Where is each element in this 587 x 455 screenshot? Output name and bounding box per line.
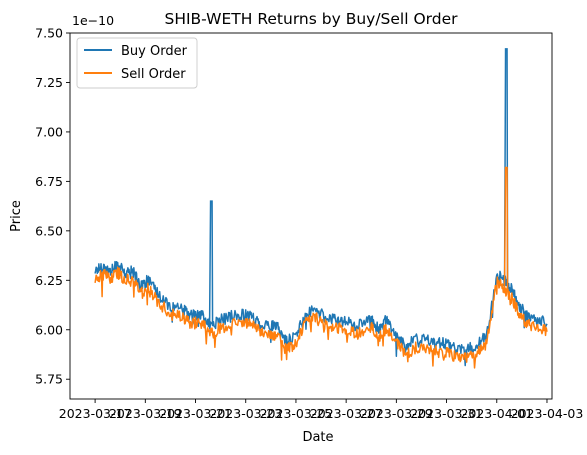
x-tick-label: 2023-03-25 [260,406,333,421]
x-tick-label: 2023-03-21 [159,406,232,421]
series-spike-0 [208,200,214,326]
y-tick-label: 7.50 [35,26,63,41]
y-tick-label: 6.25 [35,273,63,288]
x-tick-label: 2023-03-31 [410,406,483,421]
legend-label-sell: Sell Order [121,67,186,82]
y-axis: 5.75 6.00 6.25 6.50 6.75 7.00 7.25 7.50 [35,26,70,387]
x-tick-label: 2023-04-01 [460,406,533,421]
x-axis-label: Date [302,430,333,445]
plot-frame [69,32,553,400]
y-tick-label: 5.75 [35,372,63,387]
y-tick-label: 6.00 [35,322,63,337]
y-tick-label: 7.00 [35,124,63,139]
x-tick-label: 2023-03-17 [59,406,132,421]
series-layer [94,48,548,369]
series-spike-0 [503,48,509,282]
series-line-1 [94,266,548,369]
x-tick-label: 2023-03-29 [360,406,433,421]
x-tick-label: 2023-03-19 [109,406,182,421]
legend: Buy Order Sell Order [76,37,198,89]
chart-title: SHIB-WETH Returns by Buy/Sell Order [164,10,458,28]
y-offset-text: 1e−10 [72,13,114,28]
series-spike-1 [503,166,509,290]
y-tick-label: 6.50 [35,223,63,238]
x-tick-label: 2023-03-23 [209,406,282,421]
x-tick-label: 2023-03-27 [310,406,383,421]
y-tick-label: 6.75 [35,174,63,189]
y-tick-label: 7.25 [35,75,63,90]
x-tick-label: 2023-04-03 [511,406,584,421]
y-axis-label: Price [9,200,24,232]
plot-area [94,48,548,369]
legend-label-buy: Buy Order [121,44,188,59]
x-axis: 2023-03-172023-03-192023-03-212023-03-23… [59,399,584,421]
series-line-0 [94,260,548,367]
